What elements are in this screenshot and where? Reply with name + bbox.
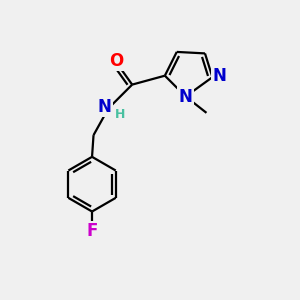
Text: O: O — [109, 52, 123, 70]
Text: N: N — [212, 67, 226, 85]
Text: H: H — [115, 108, 125, 121]
Text: F: F — [86, 222, 98, 240]
Text: N: N — [98, 98, 112, 116]
Text: N: N — [179, 88, 193, 106]
